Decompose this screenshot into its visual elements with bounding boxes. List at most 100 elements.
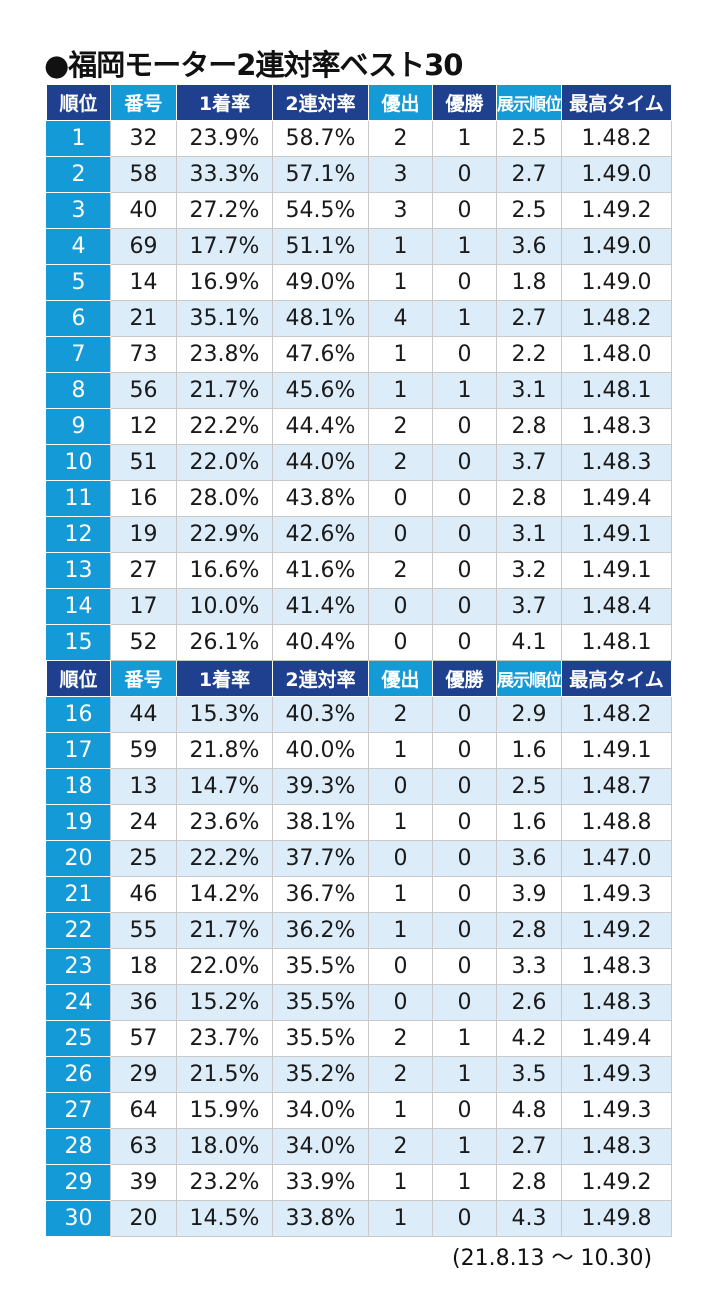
cell-win-rate: 15.2% [176, 984, 273, 1021]
cell-rank: 14 [46, 588, 111, 625]
cell-best-time: 1.49.0 [561, 264, 672, 301]
cell-finals: 2 [368, 1128, 433, 1165]
cell-number: 19 [110, 516, 177, 553]
cell-rank: 15 [46, 624, 111, 661]
header-wins: 優勝 [432, 84, 497, 121]
cell-wins: 0 [432, 768, 497, 805]
cell-rank: 30 [46, 1200, 111, 1237]
cell-finals: 2 [368, 696, 433, 733]
cell-finals: 1 [368, 1200, 433, 1237]
cell-win-rate: 21.8% [176, 732, 273, 769]
cell-finals: 0 [368, 624, 433, 661]
table-row: 15 52 26.1% 40.4% 0 0 4.1 1.48.1 [46, 624, 672, 661]
cell-rank: 2 [46, 156, 111, 193]
cell-number: 13 [110, 768, 177, 805]
cell-rank: 26 [46, 1056, 111, 1093]
cell-win-rate: 15.9% [176, 1092, 273, 1129]
cell-rank: 28 [46, 1128, 111, 1165]
cell-finals: 1 [368, 1092, 433, 1129]
cell-finals: 2 [368, 1056, 433, 1093]
table-row: 16 44 15.3% 40.3% 2 0 2.9 1.48.2 [46, 696, 672, 733]
cell-number: 69 [110, 228, 177, 265]
table-row: 7 73 23.8% 47.6% 1 0 2.2 1.48.0 [46, 336, 672, 373]
table-row: 20 25 22.2% 37.7% 0 0 3.6 1.47.0 [46, 840, 672, 877]
cell-win-rate: 33.3% [176, 156, 273, 193]
cell-exhibition-rank: 3.2 [496, 552, 562, 589]
cell-rank: 29 [46, 1164, 111, 1201]
cell-best-time: 1.48.1 [561, 624, 672, 661]
cell-exhibition-rank: 1.6 [496, 804, 562, 841]
table-row: 9 12 22.2% 44.4% 2 0 2.8 1.48.3 [46, 408, 672, 445]
table-row: 22 55 21.7% 36.2% 1 0 2.8 1.49.2 [46, 912, 672, 949]
cell-top2-rate: 41.4% [272, 588, 369, 625]
cell-win-rate: 17.7% [176, 228, 273, 265]
table-row: 6 21 35.1% 48.1% 4 1 2.7 1.48.2 [46, 300, 672, 337]
cell-exhibition-rank: 1.6 [496, 732, 562, 769]
cell-exhibition-rank: 3.3 [496, 948, 562, 985]
cell-rank: 24 [46, 984, 111, 1021]
cell-finals: 2 [368, 120, 433, 157]
cell-rank: 12 [46, 516, 111, 553]
cell-win-rate: 22.0% [176, 948, 273, 985]
table-row: 2 58 33.3% 57.1% 3 0 2.7 1.49.0 [46, 156, 672, 193]
cell-top2-rate: 40.4% [272, 624, 369, 661]
cell-number: 16 [110, 480, 177, 517]
cell-win-rate: 14.2% [176, 876, 273, 913]
table-row: 18 13 14.7% 39.3% 0 0 2.5 1.48.7 [46, 768, 672, 805]
table-row: 19 24 23.6% 38.1% 1 0 1.6 1.48.8 [46, 804, 672, 841]
table-row: 21 46 14.2% 36.7% 1 0 3.9 1.49.3 [46, 876, 672, 913]
cell-number: 36 [110, 984, 177, 1021]
cell-number: 39 [110, 1164, 177, 1201]
cell-number: 24 [110, 804, 177, 841]
cell-win-rate: 35.1% [176, 300, 273, 337]
cell-rank: 10 [46, 444, 111, 481]
cell-wins: 0 [432, 732, 497, 769]
cell-rank: 3 [46, 192, 111, 229]
cell-wins: 0 [432, 1092, 497, 1129]
cell-wins: 0 [432, 696, 497, 733]
cell-wins: 1 [432, 120, 497, 157]
table-row: 10 51 22.0% 44.0% 2 0 3.7 1.48.3 [46, 444, 672, 481]
cell-top2-rate: 47.6% [272, 336, 369, 373]
cell-best-time: 1.49.4 [561, 480, 672, 517]
cell-best-time: 1.49.0 [561, 228, 672, 265]
cell-win-rate: 16.6% [176, 552, 273, 589]
cell-exhibition-rank: 2.5 [496, 192, 562, 229]
cell-finals: 1 [368, 336, 433, 373]
cell-win-rate: 27.2% [176, 192, 273, 229]
table-row: 12 19 22.9% 42.6% 0 0 3.1 1.49.1 [46, 516, 672, 553]
table-header-row: 順位 番号 1着率 2連対率 優出 優勝 展示順位 最高タイム [46, 660, 672, 697]
cell-finals: 0 [368, 984, 433, 1021]
cell-exhibition-rank: 3.1 [496, 516, 562, 553]
cell-number: 27 [110, 552, 177, 589]
cell-rank: 13 [46, 552, 111, 589]
cell-rank: 25 [46, 1020, 111, 1057]
cell-wins: 0 [432, 552, 497, 589]
cell-top2-rate: 54.5% [272, 192, 369, 229]
cell-exhibition-rank: 1.8 [496, 264, 562, 301]
cell-exhibition-rank: 4.3 [496, 1200, 562, 1237]
cell-exhibition-rank: 3.1 [496, 372, 562, 409]
cell-finals: 0 [368, 480, 433, 517]
cell-top2-rate: 35.5% [272, 1020, 369, 1057]
cell-win-rate: 15.3% [176, 696, 273, 733]
table-row: 29 39 23.2% 33.9% 1 1 2.8 1.49.2 [46, 1164, 672, 1201]
cell-wins: 0 [432, 264, 497, 301]
cell-wins: 0 [432, 588, 497, 625]
cell-rank: 4 [46, 228, 111, 265]
cell-top2-rate: 33.9% [272, 1164, 369, 1201]
cell-number: 40 [110, 192, 177, 229]
cell-top2-rate: 42.6% [272, 516, 369, 553]
cell-exhibition-rank: 3.6 [496, 228, 562, 265]
cell-rank: 20 [46, 840, 111, 877]
header-rank: 順位 [46, 660, 111, 697]
cell-finals: 1 [368, 264, 433, 301]
cell-number: 57 [110, 1020, 177, 1057]
cell-number: 29 [110, 1056, 177, 1093]
cell-rank: 22 [46, 912, 111, 949]
cell-top2-rate: 34.0% [272, 1092, 369, 1129]
header-finals: 優出 [368, 660, 433, 697]
cell-top2-rate: 39.3% [272, 768, 369, 805]
table-row: 5 14 16.9% 49.0% 1 0 1.8 1.49.0 [46, 264, 672, 301]
cell-top2-rate: 48.1% [272, 300, 369, 337]
